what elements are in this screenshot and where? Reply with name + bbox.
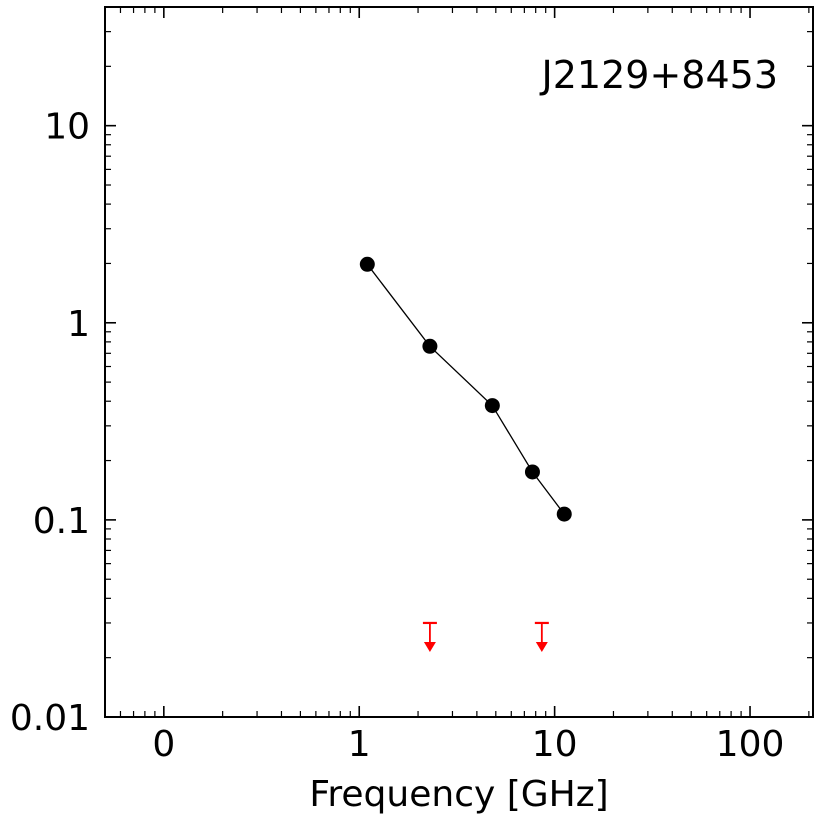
- plot-frame: [104, 6, 814, 718]
- error-bars: [366, 258, 566, 521]
- source-name-annotation: J2129+8453: [540, 53, 778, 97]
- y-tick-label: 0.1: [33, 501, 90, 542]
- data-point: [556, 506, 572, 522]
- x-tick-labels: 0 1 10 100: [152, 724, 784, 765]
- x-tick-label: 0: [152, 724, 175, 765]
- x-tick-label: 1: [348, 724, 371, 765]
- upper-limits: [422, 621, 549, 652]
- minor-ticks: [105, 7, 813, 717]
- upper-limit-arrow: [535, 641, 548, 652]
- data-point: [422, 338, 438, 354]
- data-point: [524, 464, 540, 480]
- data-points: [359, 256, 572, 522]
- y-tick-label: 0.01: [10, 698, 90, 739]
- x-axis-title: Frequency [GHz]: [309, 774, 608, 815]
- major-ticks: [105, 7, 813, 718]
- data-point: [484, 398, 500, 414]
- y-tick-labels: 0.01 0.1 1 10: [10, 107, 90, 739]
- data-point: [359, 256, 375, 272]
- y-tick-label: 1: [67, 304, 90, 345]
- x-tick-label: 10: [532, 724, 578, 765]
- upper-limit-arrow: [423, 641, 436, 652]
- y-tick-label: 10: [44, 107, 90, 148]
- x-tick-label: 100: [716, 724, 785, 765]
